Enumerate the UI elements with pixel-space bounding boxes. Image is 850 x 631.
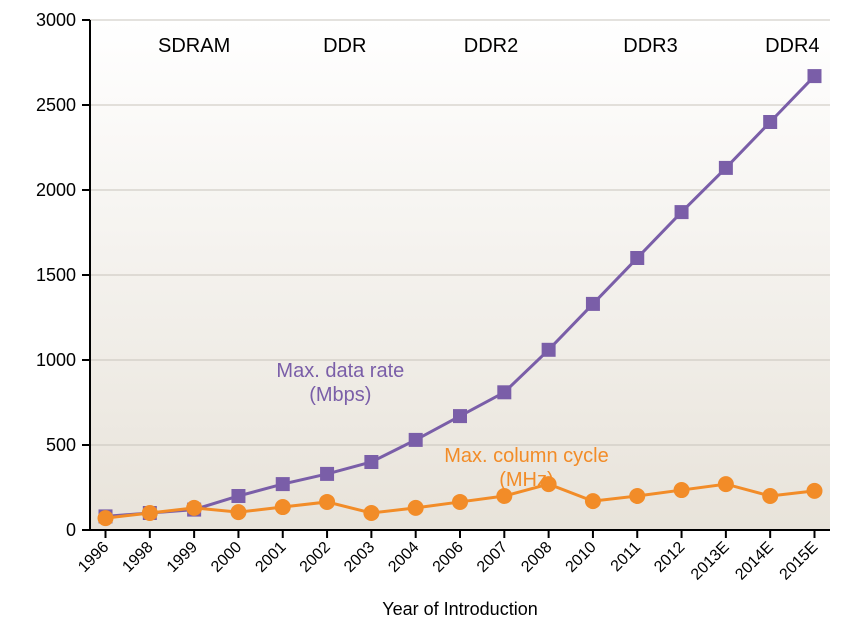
- generation-label: SDRAM: [158, 35, 230, 57]
- series-label-max-column-cycle: Max. column cycle: [444, 445, 609, 467]
- x-axis-label: Year of Introduction: [382, 599, 537, 619]
- x-tick-label: 2014E: [732, 539, 777, 584]
- series-label-max-column-cycle-2: (MHz): [499, 469, 553, 491]
- chart-svg: 050010001500200025003000Max. data rate(M…: [0, 0, 850, 631]
- x-tick-label: 1996: [75, 539, 112, 576]
- series-marker-max-data-rate: [719, 161, 733, 175]
- series-marker-max-data-rate: [409, 433, 423, 447]
- series-marker-max-column-cycle: [319, 494, 335, 510]
- series-marker-max-column-cycle: [98, 510, 114, 526]
- x-tick-label: 2003: [341, 539, 378, 576]
- series-marker-max-column-cycle: [363, 505, 379, 521]
- series-marker-max-column-cycle: [452, 494, 468, 510]
- series-marker-max-data-rate: [364, 455, 378, 469]
- series-marker-max-data-rate: [231, 489, 245, 503]
- series-marker-max-data-rate: [763, 115, 777, 129]
- series-marker-max-column-cycle: [762, 488, 778, 504]
- x-tick-label: 2001: [252, 539, 289, 576]
- x-tick-label: 1998: [119, 539, 156, 576]
- x-tick-label: 2012: [651, 539, 688, 576]
- series-marker-max-column-cycle: [629, 488, 645, 504]
- series-marker-max-column-cycle: [275, 499, 291, 515]
- generation-label: DDR: [323, 35, 366, 57]
- y-tick-label: 500: [46, 435, 76, 455]
- y-tick-label: 2000: [36, 180, 76, 200]
- y-tick-label: 2500: [36, 95, 76, 115]
- generation-label: DDR4: [765, 35, 819, 57]
- series-marker-max-column-cycle: [585, 493, 601, 509]
- series-label-max-data-rate: Max. data rate: [276, 360, 404, 382]
- x-tick-label: 2011: [608, 539, 644, 575]
- series-marker-max-data-rate: [497, 385, 511, 399]
- series-marker-max-data-rate: [453, 409, 467, 423]
- y-tick-label: 0: [66, 520, 76, 540]
- series-marker-max-data-rate: [675, 205, 689, 219]
- generation-label: DDR3: [623, 35, 677, 57]
- generation-label: DDR2: [464, 35, 518, 57]
- x-tick-label: 2013E: [688, 539, 733, 584]
- series-marker-max-column-cycle: [142, 505, 158, 521]
- series-marker-max-data-rate: [542, 343, 556, 357]
- series-marker-max-column-cycle: [806, 483, 822, 499]
- x-tick-label: 2008: [518, 539, 555, 576]
- series-marker-max-data-rate: [586, 297, 600, 311]
- series-marker-max-column-cycle: [230, 504, 246, 520]
- x-tick-label: 1999: [164, 539, 201, 576]
- x-tick-label: 2015E: [777, 539, 822, 584]
- series-marker-max-column-cycle: [186, 500, 202, 516]
- y-tick-label: 1000: [36, 350, 76, 370]
- x-tick-label: 2004: [385, 539, 422, 576]
- series-marker-max-data-rate: [807, 69, 821, 83]
- x-tick-label: 2010: [563, 539, 600, 576]
- chart-container: 050010001500200025003000Max. data rate(M…: [0, 0, 850, 631]
- x-tick-label: 2002: [297, 539, 334, 576]
- x-tick-label: 2000: [208, 539, 245, 576]
- series-marker-max-data-rate: [630, 251, 644, 265]
- series-marker-max-data-rate: [320, 467, 334, 481]
- y-tick-label: 1500: [36, 265, 76, 285]
- series-marker-max-column-cycle: [408, 500, 424, 516]
- series-marker-max-column-cycle: [674, 482, 690, 498]
- x-tick-label: 2006: [430, 539, 467, 576]
- series-label-max-data-rate-2: (Mbps): [309, 384, 371, 406]
- series-marker-max-column-cycle: [718, 476, 734, 492]
- y-tick-label: 3000: [36, 10, 76, 30]
- x-tick-label: 2007: [474, 539, 511, 576]
- series-marker-max-data-rate: [276, 477, 290, 491]
